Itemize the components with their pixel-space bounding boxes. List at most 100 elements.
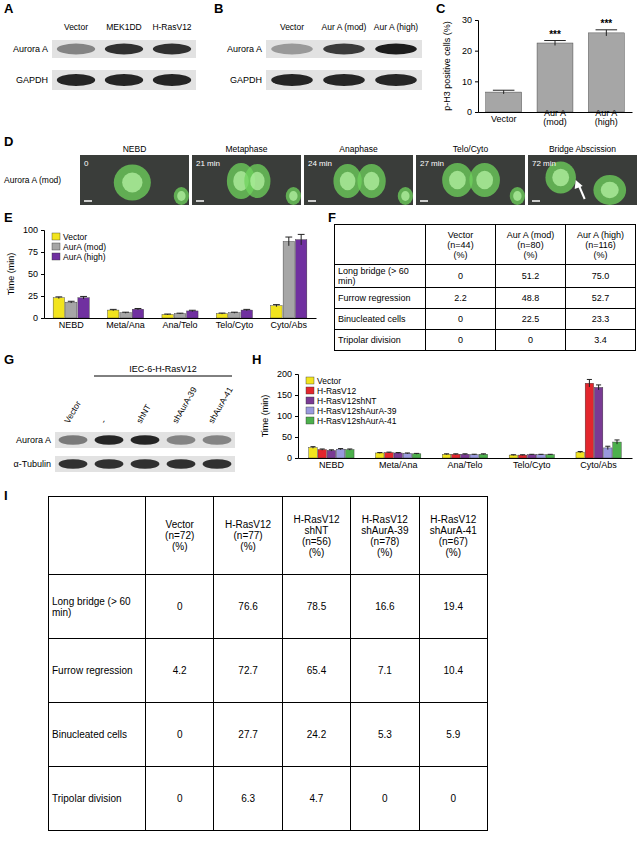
error-cap [578,451,583,452]
value-cell: 65.4 [282,639,350,703]
legend-item: H-RasV12 [306,386,356,396]
cell-text: 0 [528,335,533,345]
table-row: Furrow regression4.272.765.47.110.4 [49,639,488,703]
legend-item: AurA (high) [52,252,106,262]
bar [588,33,624,112]
tick-label: Cyto/Abs [580,460,617,470]
x-tick: Cyto/Abs [271,320,308,330]
error-bar [396,452,401,454]
error-bar [122,312,129,313]
error-bar [55,297,62,299]
tick-label: 0 [33,313,38,323]
lane-label: Aur A (mod) [322,22,367,32]
lane-label: MEK1DD [106,22,141,32]
tick-label: 25 [28,291,38,301]
legend-label: H-RasV12shAurA-41 [317,416,397,426]
blot-band [57,74,95,86]
legend-label: H-RasV12shNT [317,396,377,406]
row-label: GAPDH [230,75,262,85]
value-cell: 24.2 [282,703,350,767]
bar [53,298,64,318]
tick-label: Meta/Ana [106,320,145,330]
cell-core [401,191,409,201]
table-row: Tripolar division003.4 [335,330,636,351]
error-bar [587,379,592,387]
x-axis: NEBDMeta/AnaAna/TeloTelo/CytoCyto/Abs [299,459,633,471]
error-cap [462,453,467,454]
value-cell: 22.5 [496,309,566,330]
bar [546,455,554,458]
legend-item: H-RasV12shAurA-41 [306,416,397,426]
cell-text: 0 [458,271,463,281]
error-cap [377,452,382,453]
tick-label: Meta/Ana [379,460,418,470]
cell-text: 7.1 [378,665,392,676]
value-cell: 0 [351,767,419,831]
error-bar [462,453,467,455]
y-tick: 50 [28,269,44,279]
cell-text: 5.3 [378,729,392,740]
error-cap [135,308,142,309]
scale-bar [84,200,92,202]
header-text: (%) [240,541,256,552]
bar-chart: 050100150200NEBDMeta/AnaAna/TeloTelo/Cyt… [277,369,633,470]
value-cell: 23.3 [566,309,636,330]
row-label: α-Tubulin [14,459,51,469]
error-bar [453,453,458,455]
value-cell: 3.4 [566,330,636,351]
error-bar [481,453,486,455]
y-tick: 100 [277,411,298,421]
stage-label: Telo/Cyto [453,144,489,154]
error-cap [110,309,117,310]
y-axis: 050100150200 [277,369,299,463]
arrow-head [575,180,583,189]
panel-label: F [328,210,336,225]
y-tick: 200 [277,369,298,379]
cell-text: 3.4 [594,335,607,345]
tick-mark [41,296,44,297]
cell-text: 16.6 [375,601,394,612]
tick-label: Aur A(mod) [543,108,567,127]
cell [357,164,385,198]
tick-mark [295,416,298,417]
header-text: (n=67) [439,536,468,547]
error-bar [511,454,516,456]
tick-label: NEBD [319,460,345,470]
value-cell: 48.8 [496,288,566,309]
table-row: Binucleated cells022.523.3 [335,309,636,330]
tick-label: 50 [28,269,38,279]
error-cap [596,384,601,385]
table-row: Tripolar division06.34.700 [49,767,488,831]
header-text: (n=80) [517,240,543,250]
lane-label: shAurA-41 [206,385,235,425]
legend-swatch [306,417,314,424]
significance: *** [549,29,561,40]
error-bar [578,451,583,452]
tick-label: 200 [277,369,292,379]
error-bar [614,440,619,444]
bar [132,309,143,318]
header-text: Vector [166,519,194,530]
error-bar [548,454,553,456]
table-row: Binucleated cells027.724.25.35.9 [49,703,488,767]
error-cap [164,314,171,315]
row-label: Long bridge (> 60 min) [52,596,131,618]
error-bar [177,313,184,315]
panel-label: H [252,352,261,367]
x-tick: NEBD [319,460,345,470]
blot-band [131,459,160,469]
legend-label: Vector [63,232,87,242]
value-cell: 0 [426,265,496,288]
legend: VectorH-RasV12H-RasV12shNTH-RasV12shAurA… [306,376,397,426]
x-tick: Vector [491,114,517,124]
cell-core [289,191,297,201]
error-cap [396,452,401,453]
cell-text: 2.2 [454,293,467,303]
cell-core [122,173,142,193]
error-bar [135,308,142,309]
plot-marks [53,234,307,318]
error-bar [243,309,250,310]
tick-mark [475,81,478,82]
header-cell: H-RasV12(n=77)(%) [214,497,282,575]
y-tick: 25 [28,291,44,301]
